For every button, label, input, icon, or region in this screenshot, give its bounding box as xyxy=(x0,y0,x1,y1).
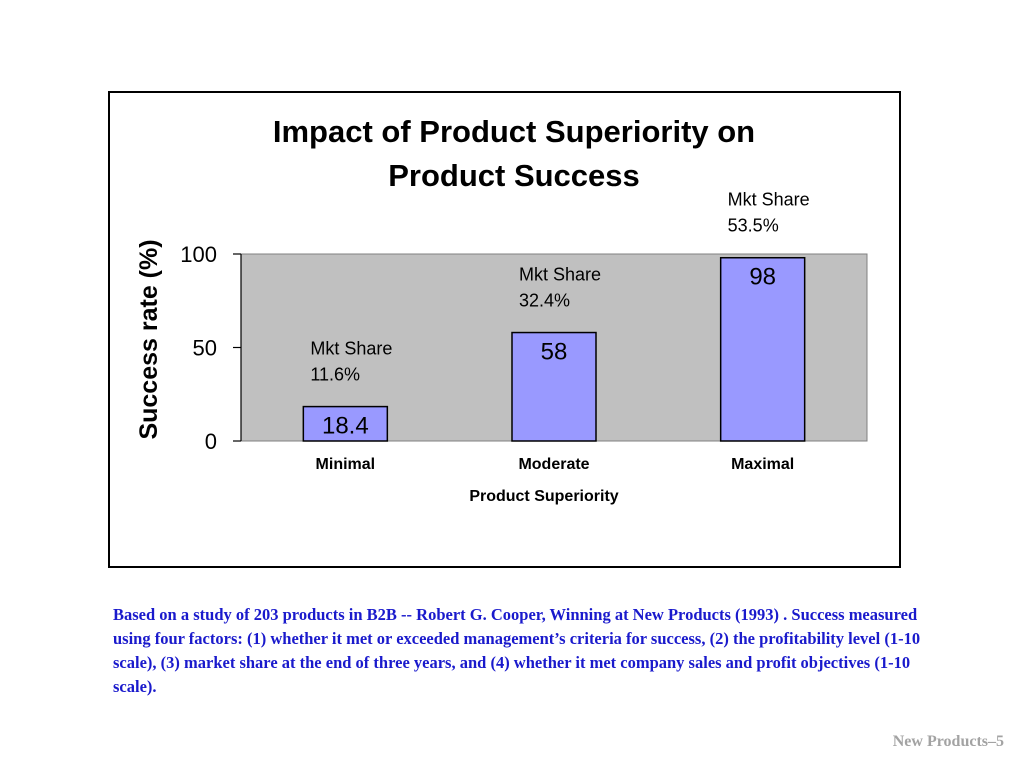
bar-value-label: 58 xyxy=(541,339,568,366)
x-category-label: Moderate xyxy=(518,456,589,473)
mkt-share-annotation-value: 11.6% xyxy=(310,365,360,385)
y-tick-label: 100 xyxy=(180,242,217,267)
bar-value-label: 98 xyxy=(749,264,776,291)
bar xyxy=(719,256,806,442)
mkt-share-annotation-label: Mkt Share xyxy=(728,190,810,210)
y-tick-label: 0 xyxy=(205,429,217,454)
bar xyxy=(302,405,389,442)
slide-number: New Products–5 xyxy=(892,733,1004,750)
mkt-share-annotation-value: 53.5% xyxy=(728,216,779,236)
x-category-label: Maximal xyxy=(731,456,794,473)
study-footnote: Based on a study of 203 products in B2B … xyxy=(113,605,921,696)
chart-frame: Impact of Product Superiority on Product … xyxy=(108,91,901,568)
bar-chart: Impact of Product Superiority on Product … xyxy=(135,114,868,505)
chart-title-line: Product Success xyxy=(388,158,640,193)
y-axis-title: Success rate (%) xyxy=(135,239,163,439)
mkt-share-annotation-label: Mkt Share xyxy=(519,265,601,285)
x-category-label: Minimal xyxy=(316,456,376,473)
x-axis-title: Product Superiority xyxy=(469,488,618,505)
mkt-share-annotation-label: Mkt Share xyxy=(310,339,392,359)
bar xyxy=(511,331,597,442)
y-tick-label: 50 xyxy=(193,336,217,361)
chart-title-line: Impact of Product Superiority on xyxy=(273,114,755,149)
mkt-share-annotation-value: 32.4% xyxy=(519,291,570,311)
bar-value-label: 18.4 xyxy=(322,413,369,440)
